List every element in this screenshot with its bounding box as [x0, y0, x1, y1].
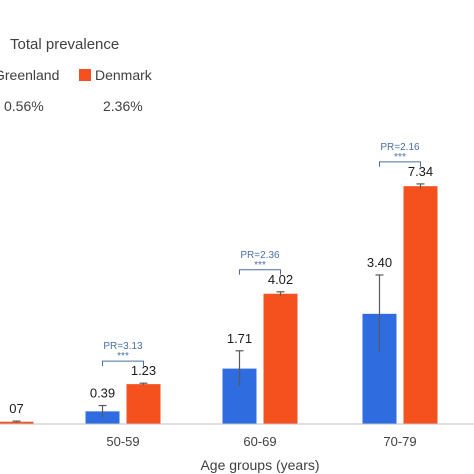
value-label-greenland-50-59: 0.39 [90, 386, 115, 401]
bar-denmark-50-59 [126, 384, 161, 424]
value-label-denmark-70-79: 7.34 [408, 164, 433, 179]
prevalence-ratio-60-69: PR=2.36 [240, 250, 280, 261]
x-tick-50-59: 50-59 [106, 434, 139, 449]
bar-greenland-50-59 [85, 411, 120, 424]
total-prevalence-denmark: 2.36% [103, 98, 143, 114]
total-prevalence-greenland: 0.56% [4, 98, 44, 114]
value-label-denmark-60-69: 4.02 [268, 272, 293, 287]
x-axis-title: Age groups (years) [200, 457, 319, 473]
prevalence-ratio-70-79: PR=2.16 [380, 142, 420, 153]
legend-denmark-label: Denmark [95, 67, 153, 83]
bar-denmark-40-49 [0, 421, 34, 424]
bar-denmark-70-79 [403, 186, 438, 424]
value-label-denmark-40-49: 07 [9, 401, 23, 416]
significance-stars-60-69: *** [254, 260, 266, 271]
significance-stars-70-79: *** [394, 152, 406, 163]
prevalence-ratio-50-59: PR=3.13 [103, 341, 143, 352]
significance-stars-50-59: *** [117, 351, 129, 362]
total-prevalence-heading: Total prevalence [10, 36, 119, 53]
bar-denmark-60-69 [263, 293, 298, 424]
plot-area: 0.39 1.71 3.40 07 1.23 4.02 7.34 50-59 60-69 70-7… [0, 142, 438, 449]
value-label-greenland-70-79: 3.40 [367, 255, 392, 270]
x-tick-70-79: 70-79 [383, 434, 416, 449]
value-label-greenland-60-69: 1.71 [227, 331, 252, 346]
significance-bracket-50-59 [102, 360, 144, 367]
legend-denmark-swatch [79, 69, 91, 81]
significance-bracket-70-79 [379, 161, 421, 167]
significance-bracket-60-69 [239, 269, 281, 275]
value-label-denmark-50-59: 1.23 [131, 363, 156, 378]
legend-greenland-label: Greenland [0, 67, 59, 83]
x-tick-60-69: 60-69 [243, 434, 276, 449]
